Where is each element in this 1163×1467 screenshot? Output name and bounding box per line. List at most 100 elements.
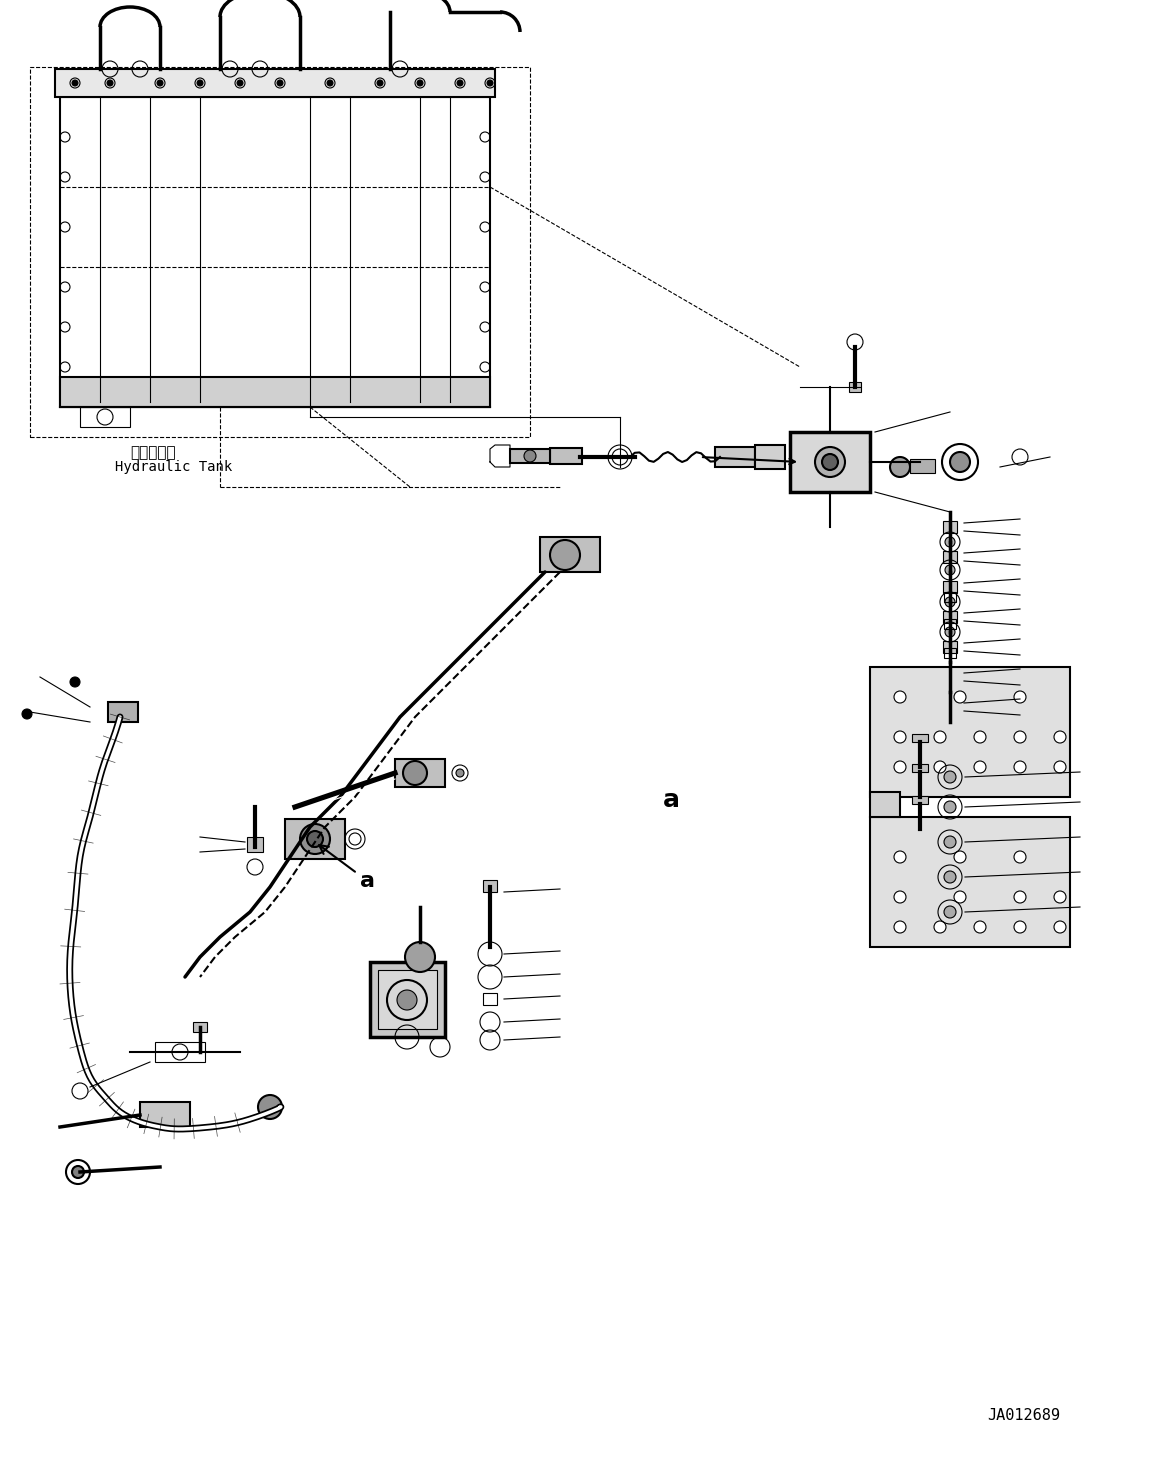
Circle shape [954, 691, 966, 703]
Bar [155, 1042, 205, 1062]
Bar [849, 381, 861, 392]
Circle shape [277, 81, 283, 87]
Circle shape [457, 81, 463, 87]
Circle shape [973, 921, 986, 933]
Bar [912, 734, 928, 742]
Circle shape [944, 772, 956, 783]
Circle shape [1054, 921, 1066, 933]
Circle shape [946, 537, 955, 547]
Circle shape [525, 450, 536, 462]
Circle shape [72, 81, 78, 87]
Circle shape [1014, 890, 1026, 904]
Bar [943, 581, 957, 593]
Bar [30, 67, 530, 437]
Text: a: a [663, 788, 680, 811]
Circle shape [397, 990, 418, 1009]
Circle shape [944, 836, 956, 848]
Bar [108, 703, 138, 722]
Circle shape [973, 731, 986, 742]
Bar [540, 537, 600, 572]
Bar [909, 459, 935, 472]
Bar [943, 670, 957, 684]
Circle shape [946, 626, 955, 637]
Bar [140, 1102, 190, 1127]
Circle shape [487, 81, 493, 87]
Bar [55, 69, 495, 97]
Circle shape [815, 447, 846, 477]
Circle shape [72, 1166, 84, 1178]
Bar [870, 667, 1070, 797]
Bar [511, 449, 550, 464]
Bar [60, 97, 490, 406]
Circle shape [822, 453, 839, 469]
Circle shape [894, 890, 906, 904]
Bar [378, 970, 437, 1028]
Bar [715, 447, 755, 467]
Circle shape [300, 824, 330, 854]
Circle shape [946, 597, 955, 607]
Bar [912, 797, 928, 804]
Bar [943, 641, 957, 653]
Circle shape [1014, 851, 1026, 863]
Circle shape [107, 81, 113, 87]
Circle shape [157, 81, 163, 87]
Circle shape [950, 452, 970, 472]
Bar [912, 764, 928, 772]
Text: 油圧タンク: 油圧タンク [130, 445, 176, 461]
Bar [944, 593, 956, 601]
Bar [483, 880, 497, 892]
Circle shape [894, 921, 906, 933]
Circle shape [307, 830, 323, 846]
Bar [395, 758, 445, 786]
Circle shape [237, 81, 243, 87]
Circle shape [973, 761, 986, 773]
Bar [550, 447, 582, 464]
Circle shape [890, 458, 909, 477]
Bar [944, 648, 956, 659]
Bar [247, 838, 263, 852]
Circle shape [1014, 761, 1026, 773]
Bar [943, 552, 957, 563]
Bar [285, 819, 345, 860]
Circle shape [894, 691, 906, 703]
Bar [193, 1022, 207, 1031]
Circle shape [377, 81, 383, 87]
Circle shape [1054, 890, 1066, 904]
Circle shape [550, 540, 580, 571]
Bar [790, 431, 870, 491]
Circle shape [1014, 731, 1026, 742]
Circle shape [404, 761, 427, 785]
Bar [870, 792, 900, 817]
Circle shape [946, 565, 955, 575]
Circle shape [894, 731, 906, 742]
Bar [943, 521, 957, 533]
Circle shape [894, 761, 906, 773]
Circle shape [934, 761, 946, 773]
Text: a: a [319, 845, 374, 890]
Circle shape [418, 81, 423, 87]
Circle shape [327, 81, 333, 87]
Circle shape [1014, 691, 1026, 703]
Bar [755, 445, 785, 469]
Circle shape [197, 81, 204, 87]
Circle shape [894, 851, 906, 863]
Text: JA012689: JA012689 [987, 1408, 1059, 1423]
Bar [483, 993, 497, 1005]
Circle shape [1054, 761, 1066, 773]
Circle shape [258, 1094, 281, 1119]
Circle shape [954, 890, 966, 904]
Bar [944, 619, 956, 629]
Bar [870, 817, 1070, 948]
Text: Hydraulic Tank: Hydraulic Tank [115, 461, 233, 474]
Circle shape [934, 921, 946, 933]
Circle shape [70, 676, 80, 687]
Circle shape [1054, 731, 1066, 742]
Circle shape [456, 769, 464, 778]
Bar [60, 377, 490, 406]
Circle shape [944, 871, 956, 883]
Bar [943, 610, 957, 623]
Circle shape [954, 851, 966, 863]
Circle shape [934, 731, 946, 742]
Circle shape [22, 709, 33, 719]
Circle shape [944, 907, 956, 918]
